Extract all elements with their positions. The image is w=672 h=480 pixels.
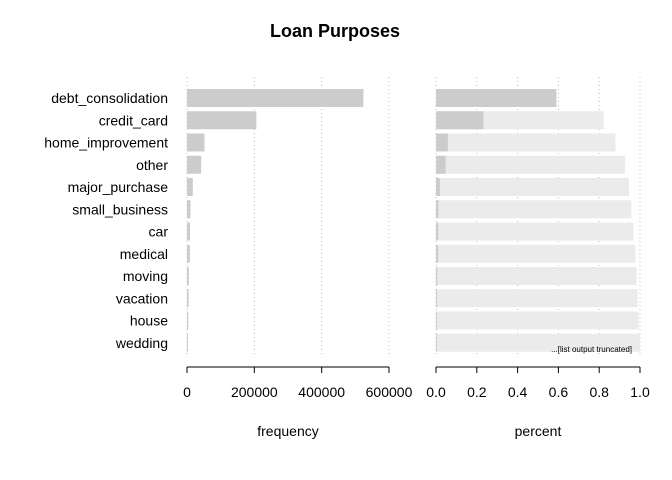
percent-bar-major_purchase (436, 178, 440, 196)
x-tick-label-1-2: 0.4 (508, 384, 528, 400)
cumulative-bar-medical (436, 244, 636, 263)
x-tick-label-1-0: 0.0 (426, 384, 446, 400)
frequency-bar-debt_consolidation (187, 89, 364, 107)
cumulative-bar-wedding (436, 333, 640, 352)
x-tick-label-0-1: 200000 (231, 384, 278, 400)
category-label-vacation: vacation (116, 290, 168, 306)
category-label-medical: medical (120, 246, 168, 262)
x-tick-label-1-5: 1.0 (630, 384, 650, 400)
frequency-bar-house (187, 311, 189, 330)
chart-title: Loan Purposes (270, 21, 400, 41)
category-label-car: car (149, 224, 169, 240)
percent-bar-credit_card (436, 111, 484, 130)
category-label-credit_card: credit_card (99, 112, 168, 128)
frequency-bar-major_purchase (187, 178, 193, 196)
cumulative-bar-car (436, 222, 634, 241)
category-label-small_business: small_business (72, 201, 168, 217)
percent-bar-small_business (436, 200, 439, 219)
x-axis-label-frequency: frequency (257, 423, 318, 439)
x-tick-label-1-3: 0.6 (549, 384, 569, 400)
frequency-bar-medical (187, 244, 190, 263)
frequency-bar-other (187, 155, 202, 174)
cumulative-bar-small_business (436, 200, 632, 219)
frequency-bar-wedding (187, 333, 188, 352)
x-tick-label-1-4: 0.8 (589, 384, 609, 400)
percent-bar-house (436, 311, 437, 330)
cumulative-bar-other (436, 155, 626, 174)
x-tick-label-1-1: 0.2 (467, 384, 487, 400)
truncation-note: ...[list output truncated] (551, 345, 632, 354)
category-label-house: house (130, 313, 168, 329)
category-label-wedding: wedding (115, 335, 168, 351)
percent-bar-wedding (436, 333, 437, 352)
x-tick-label-0-3: 600000 (366, 384, 413, 400)
cumulative-bar-major_purchase (436, 178, 629, 196)
percent-bar-home_improvement (436, 133, 448, 152)
frequency-bar-car (187, 222, 190, 241)
frequency-bar-moving (187, 267, 189, 285)
category-label-home_improvement: home_improvement (44, 135, 168, 151)
frequency-bar-credit_card (187, 111, 257, 130)
category-label-moving: moving (123, 268, 168, 284)
x-tick-label-0-0: 0 (183, 384, 191, 400)
percent-bar-other (436, 155, 446, 174)
percent-bar-medical (436, 244, 439, 263)
x-tick-label-0-2: 400000 (298, 384, 345, 400)
frequency-bar-home_improvement (187, 133, 205, 152)
percent-bar-debt_consolidation (436, 89, 557, 107)
cumulative-bar-home_improvement (436, 133, 616, 152)
axes: 0 200000 400000 600000 0.0 0.2 0.4 0.6 0.8 1.0 (183, 366, 650, 400)
percent-bar-car (436, 222, 439, 241)
percent-bar-vacation (436, 289, 438, 308)
cumulative-bar-vacation (436, 289, 638, 308)
category-label-debt_consolidation: debt_consolidation (51, 90, 168, 106)
x-axis-label-percent: percent (515, 423, 562, 439)
category-label-major_purchase: major_purchase (68, 179, 169, 195)
category-label-other: other (136, 157, 168, 173)
percent-bar-moving (436, 267, 438, 285)
cumulative-bar-moving (436, 267, 637, 285)
frequency-bar-vacation (187, 289, 189, 308)
bars (187, 89, 640, 352)
frequency-bar-small_business (187, 200, 191, 219)
cumulative-bar-house (436, 311, 639, 330)
